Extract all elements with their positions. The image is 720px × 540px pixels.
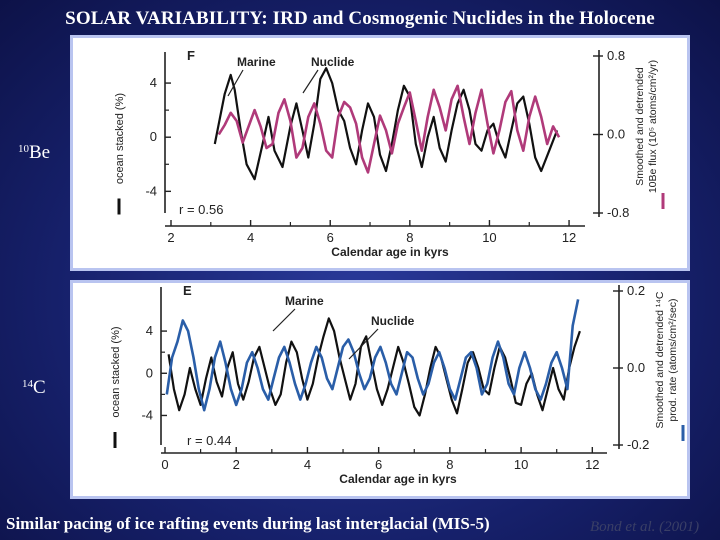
x-tick-label: 4 [304, 457, 311, 472]
legend-leader-marine [227, 69, 244, 97]
legend-label-nuclide: Nuclide [311, 55, 355, 69]
y-tick-label-left: 4 [146, 323, 153, 338]
x-tick-label: 2 [233, 457, 240, 472]
y-tick-label-right: 0.0 [607, 127, 625, 142]
legend-leader-nuclide [302, 69, 319, 94]
x-tick-label: 0 [161, 457, 168, 472]
series-line-marine [167, 317, 581, 417]
y-tick-label-left: -4 [145, 183, 157, 198]
x-tick-label: 10 [482, 230, 496, 245]
y-tick-label-right: 0.8 [607, 48, 625, 63]
legend-label-nuclide: Nuclide [371, 314, 415, 328]
panel-letter: F [187, 48, 195, 63]
c14-chart: 0 2 4 6 8 10 12 Calendar age in kyrs 4 0 -4 0.2 0.0 -… [110, 283, 685, 486]
y-axis-label-right: 10Be flux (10⁵ atoms/cm²/yr) [647, 60, 659, 193]
c14-label: 14C [22, 377, 46, 399]
be10-label: 10Be [18, 142, 50, 164]
x-tick-label: 8 [446, 457, 453, 472]
c14-label-base: C [33, 377, 46, 398]
x-tick-label: 12 [562, 230, 576, 245]
be10-chart: 2 4 6 8 10 12 Calendar age in kyrs 4 0 -4 0.8 0.0 -0… [114, 48, 665, 259]
y-tick-label-right: -0.8 [607, 205, 629, 220]
y-axis-label-left: ocean stacked (%) [114, 93, 126, 184]
y-axis-label-right: prod. rate (atoms/cm²/sec) [667, 298, 679, 421]
x-tick-label: 2 [167, 230, 174, 245]
y-axis-label-right: Smoothed and detrended [634, 67, 646, 186]
citation: Bond et al. (2001) [590, 519, 700, 535]
y-axis-label-right: Smoothed and detrended ¹⁴C [654, 291, 666, 428]
x-tick-label: 6 [375, 457, 382, 472]
series-line-nuclide [165, 299, 580, 412]
x-tick-label: 6 [327, 230, 334, 245]
caption: Similar pacing of ice rafting events dur… [6, 514, 490, 533]
series-line-marine [213, 67, 559, 181]
x-tick-label: 8 [406, 230, 413, 245]
x-axis-label: Calendar age in kyrs [331, 245, 449, 259]
y-tick-label-left: 0 [150, 129, 157, 144]
c14-chart-panel: 0 2 4 6 8 10 12 Calendar age in kyrs 4 0 -4 0.2 0.0 -… [70, 280, 690, 499]
y-tick-label-right: 0.2 [627, 283, 645, 298]
be10-label-sup: 10 [18, 143, 29, 155]
y-axis-label-left: ocean stacked (%) [110, 326, 122, 417]
panel-letter: E [183, 283, 192, 298]
correlation-annotation: r = 0.44 [187, 433, 231, 448]
slide-title: SOLAR VARIABILITY: IRD and Cosmogenic Nu… [65, 8, 655, 29]
x-tick-label: 10 [514, 457, 528, 472]
be10-chart-panel: 2 4 6 8 10 12 Calendar age in kyrs 4 0 -4 0.8 0.0 -0… [70, 35, 690, 271]
legend-leader-nuclide [348, 328, 379, 360]
series-line-nuclide [217, 84, 561, 174]
x-tick-label: 4 [247, 230, 254, 245]
y-tick-label-right: -0.2 [627, 437, 649, 452]
x-axis-label: Calendar age in kyrs [339, 472, 457, 486]
y-tick-label-left: 4 [150, 75, 157, 90]
y-tick-label-right: 0.0 [627, 360, 645, 375]
be10-label-base: Be [29, 142, 51, 163]
c14-label-sup: 14 [22, 378, 33, 390]
x-tick-label: 12 [585, 457, 599, 472]
legend-leader-marine [272, 308, 296, 332]
legend-label-marine: Marine [237, 55, 276, 69]
y-tick-label-left: 0 [146, 365, 153, 380]
y-tick-label-left: -4 [141, 407, 153, 422]
legend-label-marine: Marine [285, 294, 324, 308]
correlation-annotation: r = 0.56 [179, 202, 223, 217]
